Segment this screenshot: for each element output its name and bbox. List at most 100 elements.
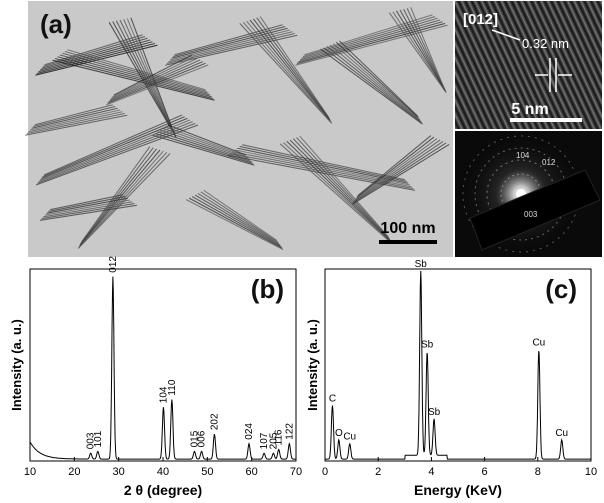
nanowire (241, 144, 406, 181)
peak-label: O (335, 428, 343, 439)
nanowire (352, 142, 447, 204)
nanowire (154, 132, 254, 164)
x-tick-label: 20 (68, 466, 80, 478)
nanowire (174, 24, 283, 56)
nanowire (78, 150, 164, 247)
nanowire (351, 143, 450, 205)
x-tick-label: 60 (246, 466, 258, 478)
nanowire (323, 47, 423, 124)
nanowire (35, 124, 199, 186)
hrtem-scale-bar (510, 118, 582, 122)
nanowire (33, 105, 116, 128)
x-tick-label: 6 (482, 466, 488, 478)
nanowire (112, 56, 195, 98)
x-tick-label: 2 (375, 466, 381, 478)
nanowire (62, 52, 209, 94)
nanowire (329, 44, 421, 121)
nanowire (41, 117, 188, 179)
peak-label: 024 (244, 423, 255, 440)
nanowire (186, 199, 284, 251)
nanowire (249, 19, 331, 121)
nanowire (42, 116, 185, 178)
nanowire (295, 24, 448, 66)
nanowire (39, 204, 138, 221)
nanowire (159, 129, 251, 161)
nanowire (286, 140, 392, 242)
nanowire (64, 50, 208, 93)
nanowire (410, 7, 445, 88)
hrtem-scale-bar-label: 5 nm (511, 101, 548, 118)
nanowire (52, 59, 215, 101)
nanowire (194, 194, 281, 246)
nanowire (152, 134, 255, 166)
peak-label: 107 (259, 432, 270, 449)
nanowire (356, 136, 435, 198)
nanowire (37, 122, 196, 184)
nanowire (355, 138, 438, 199)
nanowire (34, 104, 113, 126)
nanowire (49, 194, 124, 211)
panel-b-x-axis: 10 20 30 40 50 60 70 (24, 457, 302, 478)
nanowire (31, 107, 118, 129)
tem-scale-bar (379, 240, 437, 244)
saed-ring-label-012: 012 (542, 158, 556, 167)
nanowire (234, 149, 411, 186)
nanowire (108, 61, 203, 103)
nanowire (320, 48, 423, 125)
panel-b-label: (b) (251, 274, 284, 304)
nanowire (57, 56, 212, 98)
nanowire (200, 191, 279, 243)
nanowire (43, 114, 183, 176)
peak-label: 012 (108, 256, 119, 273)
x-tick-label: 70 (290, 466, 302, 478)
x-tick-label: 10 (24, 466, 36, 478)
eds-curve (325, 270, 591, 460)
peak-label: 104 (158, 386, 169, 403)
nanowire (28, 111, 123, 133)
hrtem-direction: [012] (463, 11, 498, 28)
panel-a-label: (a) (40, 9, 72, 39)
nanowire (26, 112, 125, 135)
nanowire (41, 203, 135, 220)
nanowire (406, 8, 445, 89)
nanowire (157, 131, 252, 163)
peak-label: 015 (189, 430, 200, 447)
nanowire (113, 54, 193, 96)
x-tick-label: 10 (585, 466, 597, 478)
nanowire (43, 201, 133, 218)
nanowire (81, 146, 151, 242)
nanowire (111, 57, 198, 99)
nanowire (29, 109, 121, 131)
nanowire (302, 16, 436, 58)
nanowire (326, 45, 422, 122)
nanowire (239, 23, 333, 124)
nanowire (259, 16, 329, 117)
peak-label: Cu (343, 432, 356, 443)
panel-b-ylabel: Intensity (a. u.) (9, 319, 24, 411)
nanowire (80, 147, 154, 244)
nanowire (80, 148, 158, 245)
peak-label: 101 (93, 430, 104, 447)
nanowire (388, 12, 447, 93)
nanowire (403, 8, 446, 90)
nanowire (188, 197, 283, 249)
peak-label: 122 (284, 423, 295, 440)
nanowire (399, 9, 446, 91)
peak-label: 205 (268, 432, 279, 449)
nanowire (48, 195, 126, 212)
nanowire (191, 196, 282, 248)
nanowire (169, 29, 291, 61)
nanowire (299, 19, 441, 61)
panel-c-xlabel: Energy (KeV) (414, 482, 502, 498)
panel-c-label: (c) (545, 274, 577, 304)
nanowire (332, 43, 420, 120)
nanowire (25, 114, 128, 136)
peak-label: Sb (428, 407, 441, 418)
nanowire (54, 57, 214, 100)
peak-label: 006 (197, 430, 208, 447)
panel-c-frame (324, 268, 592, 462)
panel-a: (a) 100 nm [012] 0.32 nm 5 nm 104 012 00… (25, 1, 602, 257)
nanowire (296, 137, 389, 238)
nanowire (353, 141, 444, 202)
